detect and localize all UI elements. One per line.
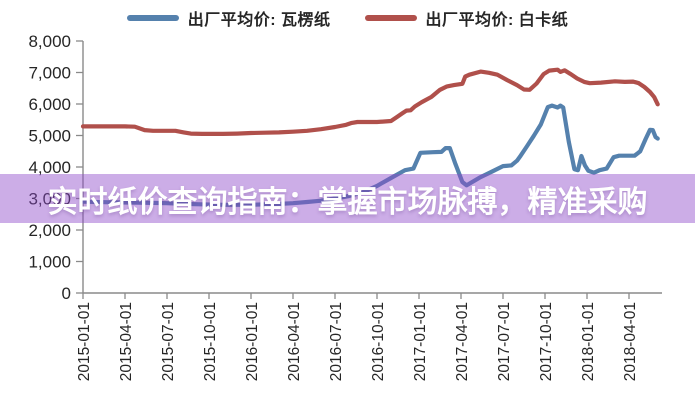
svg-text:2017-10-01: 2017-10-01 — [538, 302, 555, 381]
svg-text:2015-10-01: 2015-10-01 — [202, 302, 219, 381]
svg-text:2018-01-01: 2018-01-01 — [580, 302, 597, 381]
svg-text:8,000: 8,000 — [28, 32, 71, 51]
svg-text:2015-04-01: 2015-04-01 — [118, 302, 135, 381]
svg-text:2016-10-01: 2016-10-01 — [370, 302, 387, 381]
svg-text:6,000: 6,000 — [28, 95, 71, 114]
watermark-text: 实时纸价查询指南：掌握市场脉搏，精准采购 — [47, 185, 648, 219]
svg-text:1,000: 1,000 — [28, 253, 71, 272]
legend-label-white-cardboard: 出厂平均价: 白卡纸 — [425, 12, 569, 29]
legend-swatch-white-cardboard-line-icon — [364, 15, 417, 21]
svg-text:0: 0 — [62, 284, 71, 303]
svg-text:2,000: 2,000 — [28, 221, 71, 240]
svg-text:2016-04-01: 2016-04-01 — [286, 302, 303, 381]
legend-label-corrugated-paper: 出厂平均价: 瓦楞纸 — [187, 12, 331, 29]
svg-text:2018-04-01: 2018-04-01 — [622, 302, 639, 381]
legend-item-white-cardboard: 出厂平均价: 白卡纸 — [364, 6, 569, 30]
svg-text:7,000: 7,000 — [28, 64, 71, 83]
legend-swatch-corrugated-line-icon — [126, 15, 179, 21]
svg-text:2017-04-01: 2017-04-01 — [454, 302, 471, 381]
svg-text:3,000: 3,000 — [28, 190, 71, 209]
svg-text:2017-07-01: 2017-07-01 — [496, 302, 513, 381]
svg-text:4,000: 4,000 — [28, 158, 71, 177]
svg-text:2017-01-01: 2017-01-01 — [412, 302, 429, 381]
svg-text:2016-07-01: 2016-07-01 — [328, 302, 345, 381]
svg-text:2015-07-01: 2015-07-01 — [160, 302, 177, 381]
svg-text:2016-01-01: 2016-01-01 — [244, 302, 261, 381]
chart-legend: 出厂平均价: 瓦楞纸 出厂平均价: 白卡纸 — [0, 6, 695, 30]
watermark-banner: 实时纸价查询指南：掌握市场脉搏，精准采购 — [0, 174, 695, 223]
legend-item-corrugated-paper: 出厂平均价: 瓦楞纸 — [126, 6, 331, 30]
svg-text:5,000: 5,000 — [28, 127, 71, 146]
svg-text:2015-01-01: 2015-01-01 — [76, 302, 93, 381]
